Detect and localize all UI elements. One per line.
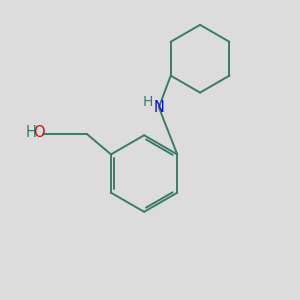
Text: N: N (153, 100, 164, 115)
Text: O: O (33, 125, 45, 140)
Text: H: H (142, 95, 153, 109)
Text: H: H (25, 125, 36, 140)
